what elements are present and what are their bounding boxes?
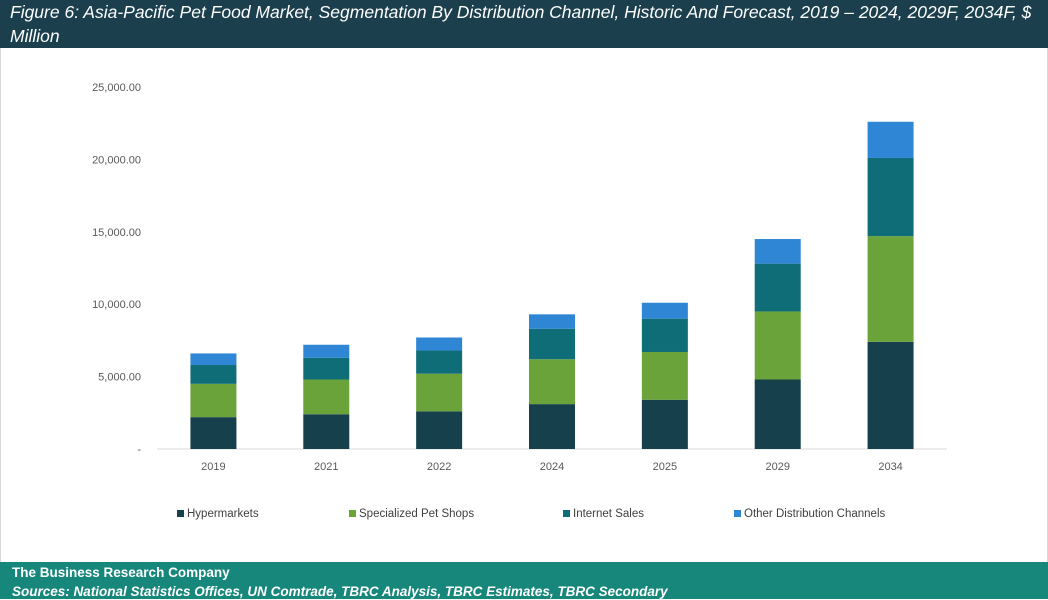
y-tick-label: 25,000.00 <box>92 82 141 94</box>
bar-specialized-pet-shops-2025 <box>641 351 688 400</box>
legend-label: Internet Sales <box>573 508 644 520</box>
y-tick-label: 5,000.00 <box>98 372 141 384</box>
y-tick-label: 10,000.00 <box>92 299 141 311</box>
x-tick-label: 2034 <box>878 461 902 473</box>
bar-internet-sales-2025 <box>641 318 688 352</box>
bar-other-distribution-channels-2024 <box>529 314 575 329</box>
stacked-bar-chart: - 5,000.00 10,000.00 15,000.00 20,000.00 25,0… <box>92 82 947 520</box>
bar-hypermarkets-2025 <box>641 399 688 449</box>
bar-hypermarkets-2022 <box>416 411 463 449</box>
legend-swatch <box>563 510 570 517</box>
legend-label: Hypermarkets <box>187 508 259 520</box>
footer-sources: Sources: National Statistics Offices, UN… <box>12 584 668 599</box>
y-tick-label: - <box>137 444 141 456</box>
bar-specialized-pet-shops-2024 <box>529 359 575 405</box>
figure-title: Figure 6: Asia-Pacific Pet Food Market, … <box>10 2 1032 46</box>
bar-other-distribution-channels-2019 <box>190 353 237 366</box>
bar-hypermarkets-2034 <box>867 341 914 449</box>
bar-specialized-pet-shops-2029 <box>754 311 801 380</box>
x-tick-label: 2025 <box>653 461 677 473</box>
y-tick-label: 20,000.00 <box>92 154 141 166</box>
footer-company: The Business Research Company <box>12 565 230 580</box>
x-tick-label: 2019 <box>201 461 225 473</box>
bar-internet-sales-2024 <box>529 328 575 360</box>
x-tick-label: 2021 <box>314 461 338 473</box>
legend-label: Specialized Pet Shops <box>359 508 474 520</box>
bar-other-distribution-channels-2021 <box>303 344 350 358</box>
footer: The Business Research Company Sources: N… <box>0 562 1048 599</box>
y-tick-label: 15,000.00 <box>92 227 141 239</box>
bar-internet-sales-2019 <box>190 365 237 384</box>
bar-internet-sales-2034 <box>867 157 914 237</box>
bar-other-distribution-channels-2022 <box>416 337 463 351</box>
bar-specialized-pet-shops-2022 <box>416 373 463 412</box>
bar-other-distribution-channels-2025 <box>641 302 688 319</box>
x-tick-label: 2029 <box>765 461 789 473</box>
legend-swatch <box>349 510 356 517</box>
bar-specialized-pet-shops-2019 <box>190 383 237 418</box>
bar-specialized-pet-shops-2021 <box>303 379 350 415</box>
figure-header: Figure 6: Asia-Pacific Pet Food Market, … <box>0 0 1048 48</box>
legend-swatch <box>177 510 184 517</box>
x-tick-label: 2022 <box>427 461 451 473</box>
bar-other-distribution-channels-2034 <box>867 121 914 158</box>
bar-hypermarkets-2029 <box>754 379 801 449</box>
bar-specialized-pet-shops-2034 <box>867 236 914 342</box>
legend-swatch <box>734 510 741 517</box>
bar-internet-sales-2022 <box>416 350 463 374</box>
bar-hypermarkets-2021 <box>303 414 350 449</box>
bar-internet-sales-2021 <box>303 357 350 380</box>
bar-other-distribution-channels-2029 <box>754 239 801 264</box>
chart-area: - 5,000.00 10,000.00 15,000.00 20,000.00 25,0… <box>0 48 1048 562</box>
legend-label: Other Distribution Channels <box>744 508 886 520</box>
bar-hypermarkets-2024 <box>529 404 575 449</box>
bar-hypermarkets-2019 <box>190 417 237 449</box>
bar-internet-sales-2029 <box>754 263 801 312</box>
x-tick-label: 2024 <box>540 461 564 473</box>
